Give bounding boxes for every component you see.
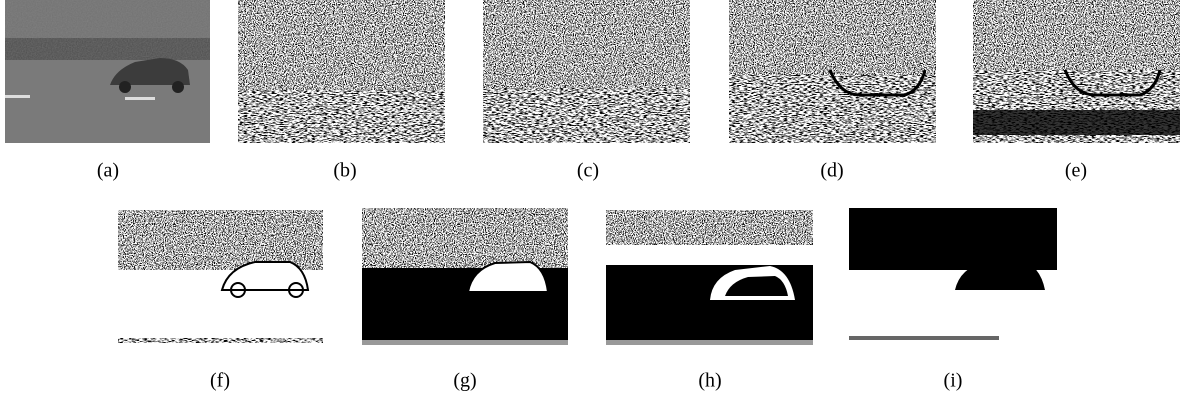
caption: (i) — [944, 370, 963, 392]
caption: (c) — [577, 160, 599, 182]
image-i — [849, 208, 1057, 345]
image-d — [729, 0, 936, 143]
image-f — [118, 210, 323, 345]
caption: (d) — [820, 160, 843, 182]
image-g — [362, 208, 568, 345]
caption: (e) — [1065, 160, 1087, 182]
image-e — [973, 0, 1180, 143]
caption: (b) — [333, 160, 356, 182]
image-b — [238, 0, 445, 143]
image-a — [5, 0, 210, 143]
caption: (g) — [453, 370, 476, 392]
page: {"figure": {"captions": ["(a)", "(b)", "… — [0, 0, 1183, 403]
image-h — [606, 210, 813, 345]
image-c — [483, 0, 690, 143]
figure: (a) (b) (c) (d) (e) (f) (g) (h) (i) — [0, 0, 1183, 403]
caption: (a) — [97, 160, 119, 182]
caption: (f) — [210, 370, 230, 392]
caption: (h) — [698, 370, 721, 392]
